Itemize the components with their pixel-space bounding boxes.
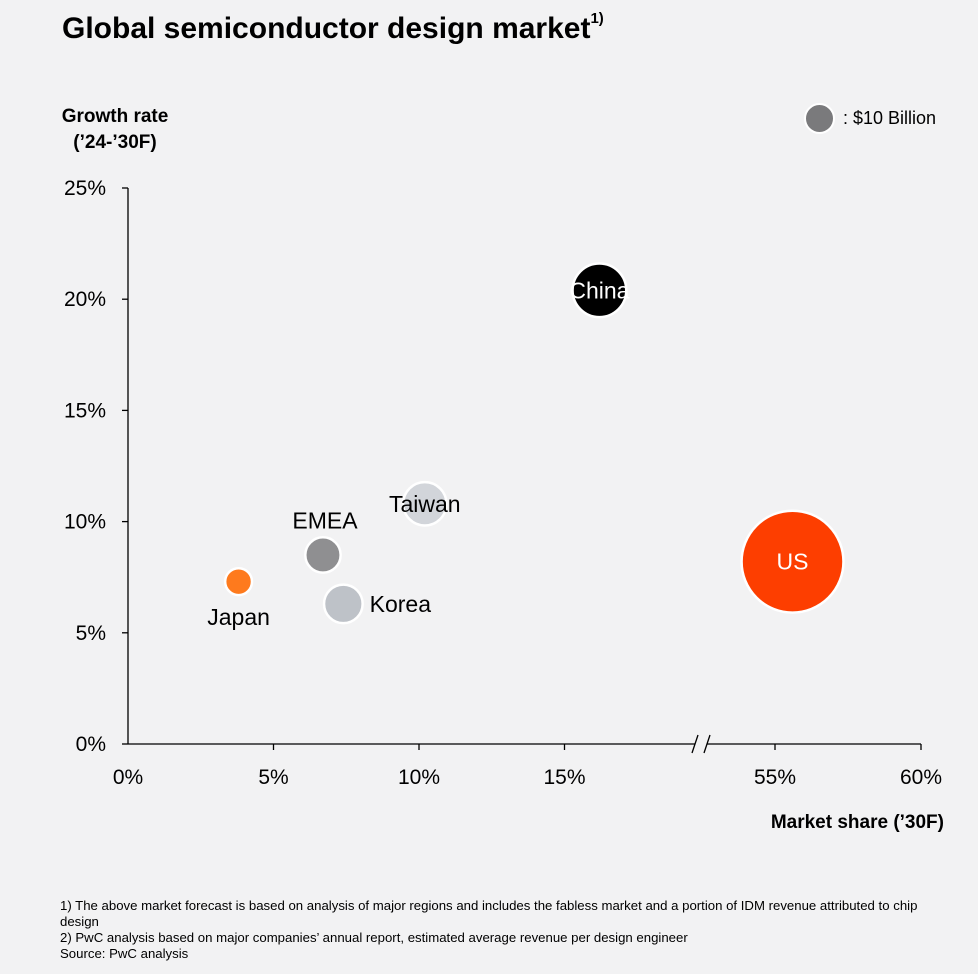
y-axis-title: Growth rate (’24-’30F)	[40, 104, 190, 156]
bubble-label-us: US	[777, 549, 809, 575]
legend-bubble	[804, 102, 835, 134]
x-tick-label: 10%	[398, 766, 440, 789]
y-tick-label: 0%	[76, 733, 106, 756]
bubble-korea	[322, 583, 364, 625]
footnote-2: 2) PwC analysis based on major companies…	[60, 930, 688, 945]
x-tick-label: 60%	[900, 766, 942, 789]
x-axis-title: Market share (’30F)	[770, 812, 944, 833]
bubble-japan	[223, 566, 254, 597]
axis-break-mark	[703, 734, 711, 754]
bubble-label-china: China	[569, 277, 629, 303]
bubble-label-japan: Japan	[207, 604, 270, 630]
y-axis-title-line1: Growth rate	[61, 106, 169, 127]
y-tick-label: 10%	[64, 511, 106, 534]
x-tick-label: 15%	[543, 766, 585, 789]
y-tick-label: 25%	[64, 177, 106, 200]
bubble-label-taiwan: Taiwan	[389, 491, 461, 517]
footnote-1: 1) The above market forecast is based on…	[60, 898, 922, 929]
y-axis-title-line2: (’24-’30F)	[73, 132, 157, 153]
x-tick-label: 0%	[113, 766, 143, 789]
x-tick-label: 5%	[258, 766, 288, 789]
y-tick-label: 5%	[76, 622, 106, 645]
bubble-us	[740, 509, 845, 614]
bubble-chart: 0% 5% 10% 15% 20% 25% 0% 5% 10% 15% 55% 60% Korea EME…	[64, 177, 942, 789]
axis-break-mark	[691, 734, 699, 754]
chart-title: Global semiconductor design market1)	[62, 10, 604, 45]
legend-label: : $10 Billion	[843, 107, 937, 128]
title-footnote-ref: 1)	[590, 10, 604, 27]
bubble-label-emea: EMEA	[292, 507, 358, 533]
size-legend: : $10 Billion	[804, 102, 936, 134]
bubble-label-korea: Korea	[370, 591, 432, 617]
x-tick-label: 55%	[754, 766, 796, 789]
bubble-taiwan	[401, 480, 448, 527]
source-note: Source: PwC analysis	[60, 946, 189, 961]
bubble-china	[571, 262, 628, 319]
y-tick-label: 20%	[64, 288, 106, 311]
bubble-emea	[304, 536, 342, 574]
footnotes: 1) The above market forecast is based on…	[60, 898, 940, 962]
y-tick-label: 15%	[64, 399, 106, 422]
